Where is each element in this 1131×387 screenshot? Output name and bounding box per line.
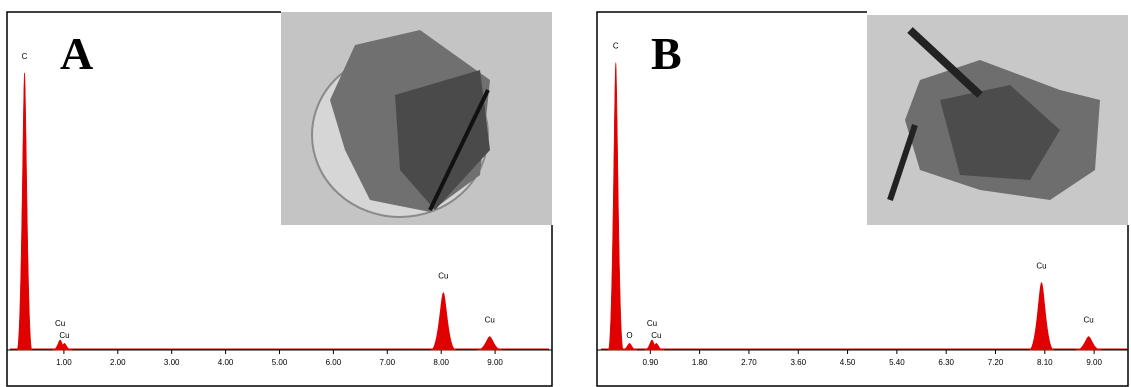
figure: A 1.00 2.00 3.00 4.00 5.00 6.00 7.00 8.00 9.00 C Cu… bbox=[0, 0, 1131, 387]
peak bbox=[608, 63, 623, 350]
peak-label: Cu bbox=[1036, 261, 1046, 270]
peak bbox=[431, 293, 456, 350]
x-tick-label: 9.00 bbox=[1086, 358, 1102, 367]
panel-label: B bbox=[651, 28, 682, 79]
x-tick-label: 7.20 bbox=[988, 358, 1004, 367]
tem-inset bbox=[867, 15, 1128, 225]
peak-label: C bbox=[613, 42, 619, 51]
x-tick-label: 8.10 bbox=[1037, 358, 1053, 367]
x-tick-label: 2.70 bbox=[741, 358, 757, 367]
peak-label: Cu bbox=[55, 319, 65, 328]
x-tick-label: 2.00 bbox=[110, 358, 126, 367]
peak bbox=[1029, 282, 1054, 350]
peak bbox=[477, 336, 502, 350]
x-tick-label: 8.00 bbox=[433, 358, 449, 367]
x-tick-label: 9.00 bbox=[487, 358, 503, 367]
peak-label: Cu bbox=[438, 272, 448, 281]
x-tick-label: 1.00 bbox=[56, 358, 72, 367]
peak bbox=[1076, 336, 1101, 350]
x-tick-label: 5.40 bbox=[889, 358, 905, 367]
x-tick-label: 3.60 bbox=[790, 358, 806, 367]
peak-label: C bbox=[22, 52, 28, 61]
x-tick-label: 4.00 bbox=[218, 358, 234, 367]
peak bbox=[17, 73, 32, 350]
peak-label: Cu bbox=[485, 315, 495, 324]
peak-label: Cu bbox=[647, 319, 657, 328]
peak-label: Cu bbox=[651, 331, 661, 340]
panel-label: A bbox=[60, 28, 93, 79]
tem-inset bbox=[281, 12, 552, 225]
x-tick-label: 1.80 bbox=[692, 358, 708, 367]
x-tick-label: 6.00 bbox=[326, 358, 342, 367]
x-tick-label: 3.00 bbox=[164, 358, 180, 367]
x-tick-label: 7.00 bbox=[380, 358, 396, 367]
x-tick-label: 6.30 bbox=[938, 358, 954, 367]
peak-label: Cu bbox=[1084, 315, 1094, 324]
x-tick-label: 0.90 bbox=[643, 358, 659, 367]
peak-label: O bbox=[626, 331, 632, 340]
peak-label: Cu bbox=[59, 331, 69, 340]
x-tick-label: 5.00 bbox=[272, 358, 288, 367]
x-tick-label: 4.50 bbox=[840, 358, 856, 367]
